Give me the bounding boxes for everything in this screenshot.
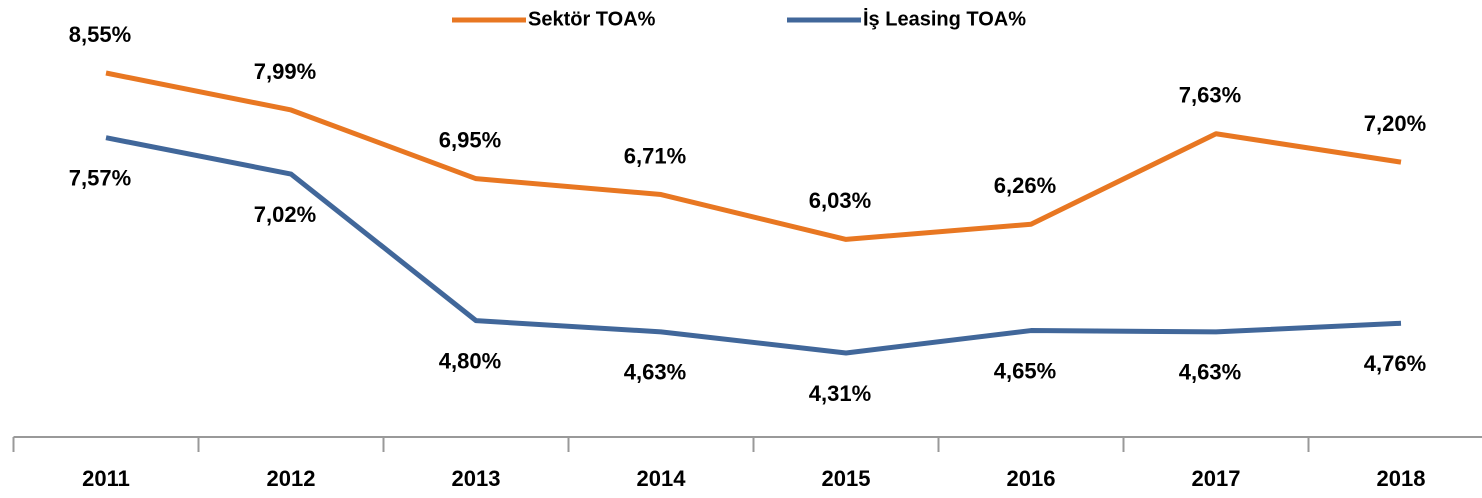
x-tick-label: 2014 <box>637 466 687 491</box>
data-label: 6,71% <box>624 143 686 168</box>
series-line <box>105 70 1402 242</box>
data-label: 8,55% <box>69 22 131 47</box>
x-tick-label: 2016 <box>1007 466 1056 491</box>
data-label: 4,63% <box>1179 360 1241 385</box>
data-label: 4,63% <box>624 360 686 385</box>
data-label: 6,03% <box>809 188 871 213</box>
data-label: 7,57% <box>69 166 131 191</box>
data-label: 7,99% <box>254 59 316 84</box>
x-tick-label: 2018 <box>1377 466 1426 491</box>
data-label: 6,95% <box>439 127 501 152</box>
x-tick-label: 2015 <box>822 466 871 491</box>
data-label: 7,20% <box>1364 111 1426 136</box>
x-tick-label: 2012 <box>267 466 316 491</box>
data-label: 4,31% <box>809 381 871 406</box>
data-label: 4,76% <box>1364 351 1426 376</box>
x-tick-label: 2011 <box>82 466 130 491</box>
data-label: 7,63% <box>1179 83 1241 108</box>
legend-label: İş Leasing TOA% <box>863 7 1026 30</box>
legend-label: Sektör TOA% <box>528 8 656 30</box>
x-tick-label: 2017 <box>1192 466 1241 491</box>
series-line <box>105 135 1402 356</box>
x-tick-label: 2013 <box>452 466 501 491</box>
data-label: 7,02% <box>254 202 316 227</box>
data-label: 4,80% <box>439 348 501 373</box>
data-label: 6,26% <box>994 173 1056 198</box>
data-label: 4,65% <box>994 358 1056 383</box>
